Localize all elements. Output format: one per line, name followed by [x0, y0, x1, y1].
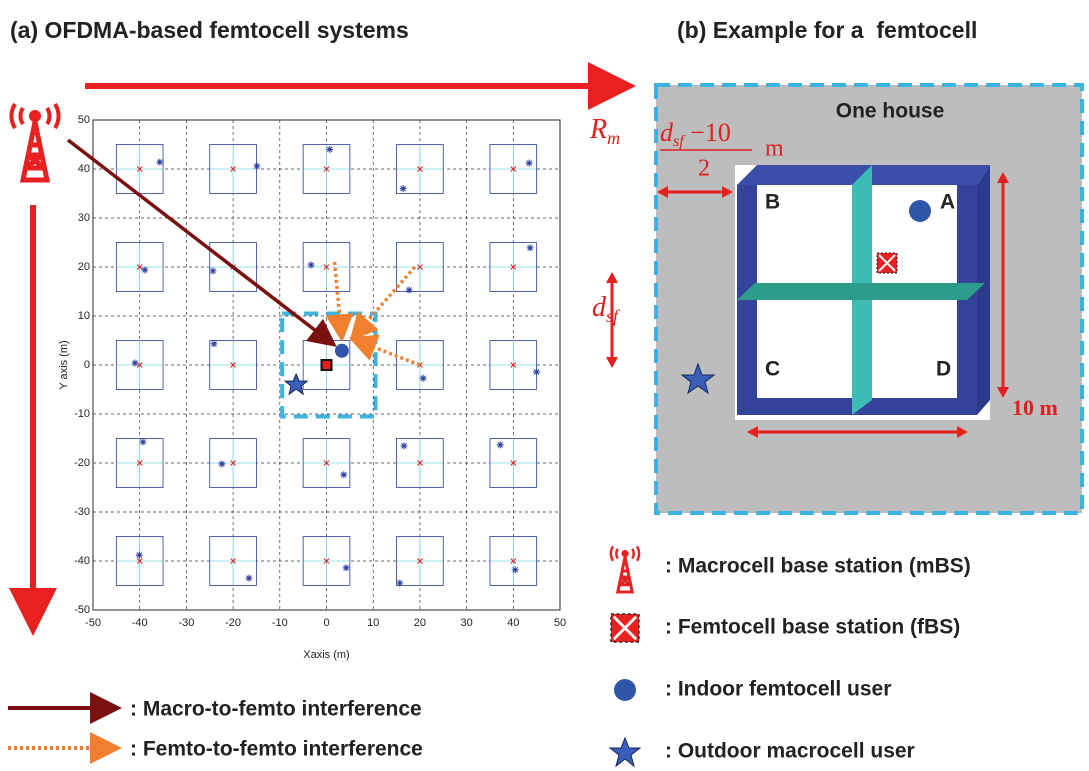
outdoor-user	[497, 441, 504, 448]
x-tick-label: -20	[225, 617, 241, 629]
dsf-label: dsf	[592, 292, 621, 326]
x-tick-label: -40	[132, 617, 148, 629]
outdoor-user	[253, 163, 260, 170]
outdoor-user	[526, 160, 533, 167]
outdoor-user	[132, 360, 139, 367]
offset-numerator: dsf −10	[660, 118, 731, 150]
outdoor-user	[400, 185, 407, 192]
y-tick-label: 50	[78, 114, 90, 126]
room-b: B	[765, 191, 780, 214]
outdoor-user	[340, 471, 347, 478]
x-tick-label: 30	[460, 617, 472, 629]
outdoor-user	[139, 438, 146, 445]
legend-outdoor: : Outdoor macrocell user	[665, 740, 915, 763]
rm-var: R	[589, 114, 607, 145]
macro-bs-icon	[11, 104, 58, 180]
x-tick-label: -10	[272, 617, 288, 629]
legend-icon-fbs	[611, 614, 639, 642]
legend-macro: : Macro-to-femto interference	[130, 698, 422, 721]
room-c: C	[765, 358, 780, 381]
y-tick-label: 30	[78, 212, 90, 224]
x-tick-label: 40	[507, 617, 519, 629]
figure: (a) OFDMA-based femtocell systems (b) Ex…	[0, 0, 1089, 771]
outdoor-user	[156, 159, 163, 166]
outdoor-user	[533, 368, 540, 375]
legend-mbs: : Macrocell base station (mBS)	[665, 555, 971, 578]
fbs-b	[877, 253, 897, 273]
legend-fbs: : Femtocell base station (fBS)	[665, 616, 960, 639]
room-a: A	[940, 191, 955, 214]
legend-icon-indoor	[614, 679, 636, 701]
outdoor-user	[326, 146, 333, 153]
legend-icon-outdoor	[610, 738, 640, 766]
outdoor-user	[406, 287, 413, 294]
offset-rest: −10	[684, 118, 731, 147]
plot: -50 -40 -30 -20 -10 0 10 20 30 40 50 -50 -40 -30 -20 -1…	[58, 114, 566, 661]
size-label: 10 m	[1012, 395, 1058, 420]
x-tick-label: 50	[554, 617, 566, 629]
x-tick-label: 0	[323, 617, 329, 629]
outdoor-user	[396, 580, 403, 587]
y-axis-label: Y axis (m)	[58, 340, 70, 389]
outdoor-user	[136, 552, 143, 559]
y-tick-label: -30	[74, 506, 90, 518]
x-tick-label: 20	[414, 617, 426, 629]
outdoor-user	[141, 266, 148, 273]
dsf-sub: sf	[606, 306, 621, 326]
outdoor-user	[343, 564, 350, 571]
outdoor-user	[210, 267, 217, 274]
outdoor-user	[527, 244, 534, 251]
x-tick-label: 10	[367, 617, 379, 629]
offset-denominator: 2	[698, 156, 710, 182]
y-tick-label: 10	[78, 310, 90, 322]
offset-var: d	[660, 118, 674, 147]
y-tick-label: -20	[74, 457, 90, 469]
x-tick-label: -50	[85, 617, 101, 629]
y-tick-label: 40	[78, 163, 90, 175]
panel-b-title: (b) Example for a femtocell	[677, 17, 977, 43]
y-tick-label: 20	[78, 261, 90, 273]
outdoor-user	[512, 566, 519, 573]
central-fbs	[322, 360, 332, 370]
room-d: D	[936, 358, 951, 381]
outdoor-user	[420, 375, 427, 382]
dsf-var: d	[592, 292, 607, 323]
outdoor-user	[218, 460, 225, 467]
x-axis-label: Xaxis (m)	[303, 649, 349, 661]
x-tick-label: -30	[178, 617, 194, 629]
y-tick-label: -50	[74, 604, 90, 616]
outdoor-user	[245, 575, 252, 582]
outdoor-user	[308, 262, 315, 269]
outdoor-user	[210, 340, 217, 347]
offset-unit: m	[765, 136, 784, 162]
house-label: One house	[836, 100, 945, 123]
inner-wall-h	[737, 283, 985, 300]
y-tick-label: -40	[74, 555, 90, 567]
outdoor-user	[401, 442, 408, 449]
house-side	[977, 165, 990, 415]
panel-a-title: (a) OFDMA-based femtocell systems	[10, 17, 409, 43]
legend-icon-mbs	[611, 546, 639, 592]
legend-femto: : Femto-to-femto interference	[130, 738, 423, 761]
rm-sub: m	[607, 128, 620, 148]
legend-indoor: : Indoor femtocell user	[665, 678, 891, 701]
rm-label: Rm	[589, 114, 620, 148]
indoor-user-b	[909, 200, 931, 222]
y-tick-label: -10	[74, 408, 90, 420]
y-tick-label: 0	[84, 359, 90, 371]
indoor-user	[335, 344, 349, 358]
